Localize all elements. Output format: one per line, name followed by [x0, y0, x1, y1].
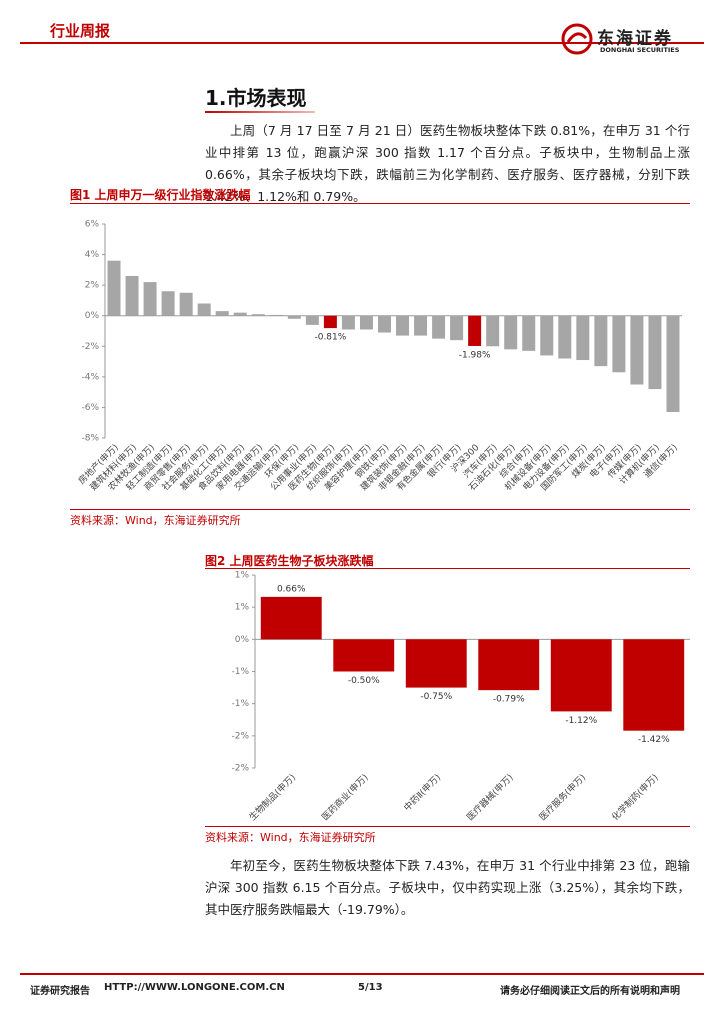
bar — [396, 315, 410, 336]
bar — [450, 315, 464, 341]
figure-rule — [205, 568, 690, 569]
value-label: -1.12% — [565, 716, 597, 726]
value-label: -1.42% — [638, 735, 670, 745]
x-tick-label: 医药商业(申万) — [319, 771, 371, 823]
bar — [558, 315, 572, 359]
y-tick-label: -2% — [231, 764, 249, 774]
header-title: 行业周报 — [50, 22, 111, 40]
bar — [504, 315, 518, 350]
bar — [197, 303, 211, 316]
bar — [522, 315, 536, 351]
figure-title: 图1 上周申万一级行业指数涨跌幅 — [70, 188, 251, 202]
y-tick-label: 2% — [85, 281, 100, 291]
bar — [125, 275, 139, 316]
logo-en: DONGHAI SECURITIES — [600, 46, 680, 54]
chart: 1% 1% 0% -1% -1% -2% -2% 0.66% 生物制品(申万) -0.50% 医药商… — [231, 571, 690, 823]
bar — [405, 639, 467, 688]
bar — [359, 315, 373, 330]
bar — [333, 639, 395, 672]
bar — [594, 315, 608, 367]
footer-left: 证券研究报告 — [30, 986, 90, 997]
y-tick-label: -1% — [231, 699, 249, 709]
bar — [377, 315, 391, 333]
bar — [233, 312, 247, 316]
bar — [251, 314, 265, 316]
bar — [143, 282, 157, 316]
value-label: -0.81% — [314, 333, 346, 343]
y-tick-label: 1% — [235, 603, 250, 613]
y-tick-label: -8% — [81, 434, 99, 444]
y-tick-label: -4% — [81, 372, 99, 382]
source: 资料来源：Wind，东海证券研究所 — [205, 831, 376, 844]
value-label: -1.98% — [459, 350, 491, 360]
value-label: -0.75% — [420, 692, 452, 702]
y-tick-label: 0% — [235, 635, 250, 645]
y-tick-label: -1% — [231, 667, 249, 677]
bar — [161, 291, 175, 316]
value-label: 0.66% — [277, 584, 306, 594]
bar — [648, 315, 662, 390]
footer-notice: 请务必仔细阅读正文后的所有说明和声明 — [500, 986, 680, 997]
figure-rule — [70, 203, 690, 204]
y-tick-label: -6% — [81, 403, 99, 413]
bar — [287, 315, 301, 319]
bar — [179, 292, 193, 316]
bar — [323, 315, 337, 329]
section-title: 1.市场表现 — [205, 86, 307, 110]
bar — [260, 596, 322, 640]
bar — [666, 315, 680, 413]
y-tick-label: 0% — [85, 311, 100, 321]
x-tick-label: 生物制品(申万) — [246, 771, 298, 823]
bar — [414, 315, 428, 336]
x-tick-label: 中药Ⅱ(申万) — [401, 771, 443, 813]
footer-url: HTTP://WWW.LONGONE.COM.CN — [104, 982, 285, 993]
y-tick-label: -2% — [81, 342, 99, 352]
bar — [550, 639, 612, 712]
page-number: 5/13 — [358, 982, 383, 993]
bar — [215, 311, 229, 316]
logo-icon — [561, 23, 593, 55]
source: 资料来源：Wind，东海证券研究所 — [70, 514, 241, 527]
bar — [540, 315, 554, 356]
bar — [432, 315, 446, 339]
paragraph: 上周（7 月 17 日至 7 月 21 日）医药生物板块整体下跌 0.81%，在… — [205, 123, 690, 204]
bar — [269, 314, 283, 316]
bar — [630, 315, 644, 385]
y-tick-label: -2% — [231, 731, 249, 741]
bar — [623, 639, 685, 731]
bar — [612, 315, 626, 373]
figure-rule — [205, 826, 690, 827]
footer-rule — [20, 973, 704, 975]
bar — [305, 315, 319, 325]
figure-title: 图2 上周医药生物子板块涨跌幅 — [205, 554, 374, 568]
bar — [107, 260, 121, 316]
header-rule — [20, 42, 704, 44]
paragraph: 年初至今，医药生物板块整体下跌 7.43%，在申万 31 个行业中排第 23 位… — [205, 858, 690, 917]
y-tick-label: 4% — [85, 250, 100, 260]
bar — [468, 315, 482, 346]
bar — [341, 315, 355, 330]
y-tick-label: 6% — [85, 220, 100, 230]
bar — [576, 315, 590, 361]
bar — [486, 315, 500, 347]
x-tick-label: 医疗器械(申万) — [464, 771, 516, 823]
chart: 6%4%2%0%-2%-4%-6%-8%房地产(申万)建筑材料(申万)农林牧渔(… — [76, 220, 682, 493]
bar — [478, 639, 540, 691]
figure-rule — [70, 509, 690, 510]
x-tick-label: 化学制药(申万) — [609, 771, 661, 823]
logo-cn: 东海证券 — [597, 29, 673, 49]
x-tick-label: 医疗服务(申万) — [536, 771, 588, 823]
y-tick-label: 1% — [235, 571, 250, 581]
value-label: -0.50% — [348, 676, 380, 686]
title-rule — [205, 111, 315, 113]
value-label: -0.79% — [493, 695, 525, 705]
